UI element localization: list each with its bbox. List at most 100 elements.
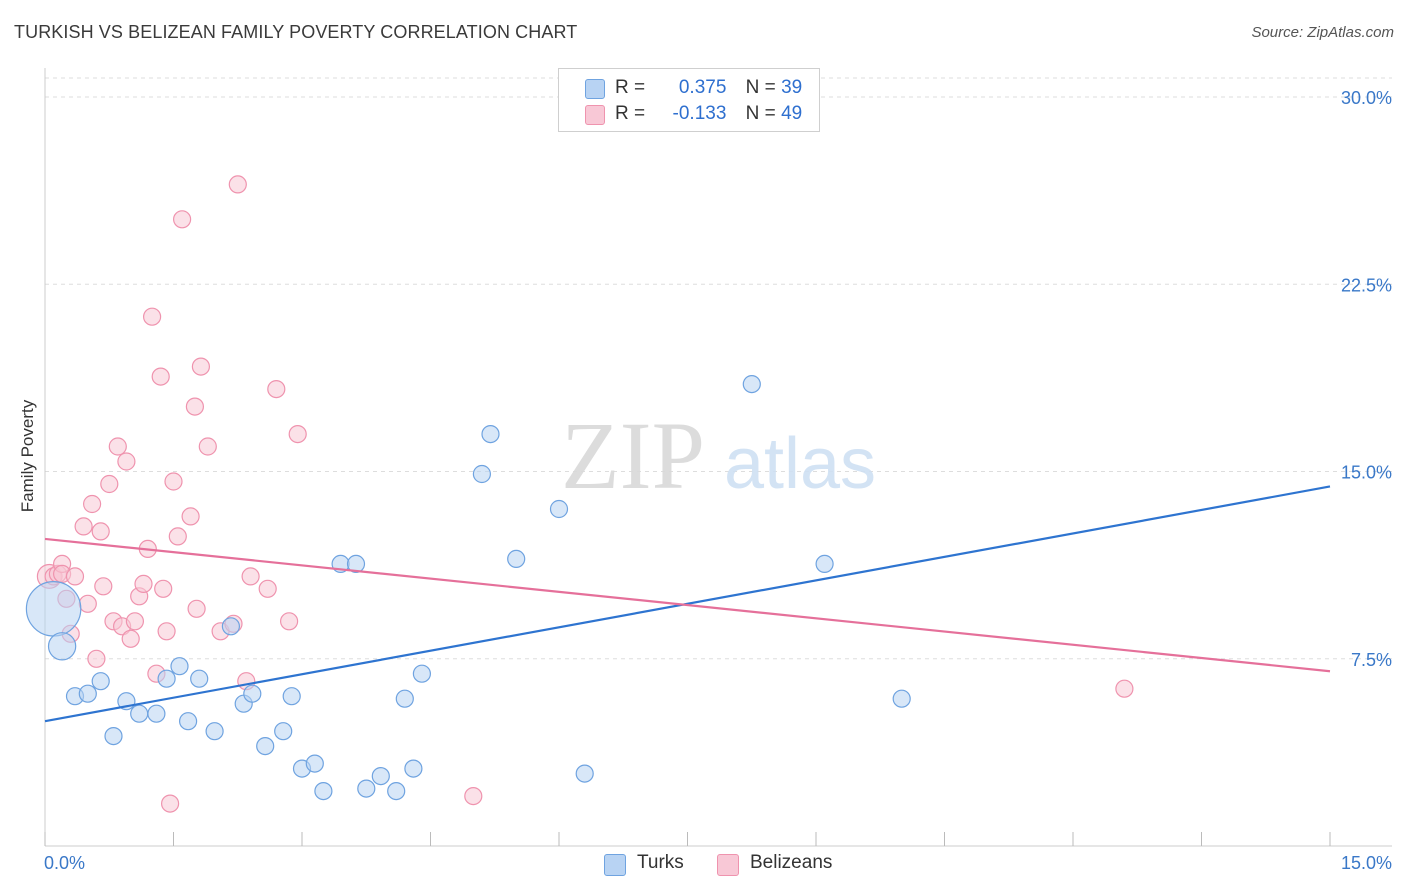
turk-point-28: [395, 689, 414, 708]
belizeans-r-value: -0.133: [672, 103, 727, 124]
turks-legend-swatch: [604, 854, 626, 876]
belizean-point-16: [108, 437, 127, 456]
turks-n-label: N =: [745, 77, 776, 98]
turk-point-5: [104, 726, 123, 746]
belizean-point-11: [87, 649, 106, 668]
belizean-point-46: [288, 425, 307, 444]
belizean-point-10: [82, 494, 102, 514]
belizean-point-44: [267, 380, 286, 399]
turks-points: [25, 375, 911, 801]
belizean-point-31: [168, 527, 187, 546]
turks-r-value: 0.375: [678, 77, 727, 98]
watermark: ZIP atlas: [561, 402, 876, 509]
turk-point-19: [274, 722, 293, 741]
turk-point-7: [130, 704, 149, 723]
y-tick-label-1: 15.0%: [1341, 463, 1392, 483]
trend-lines: [44, 485, 1331, 723]
turk-point-16: [243, 684, 262, 703]
y-tick-label-2: 22.5%: [1341, 275, 1392, 295]
stats-legend: R = 0.375 N = 39 R = -0.133 N = 49: [558, 68, 820, 132]
watermark-atlas: atlas: [724, 424, 876, 504]
belizean-trend-line: [44, 537, 1331, 673]
belizean-point-7: [65, 567, 85, 586]
belizean-point-45: [280, 612, 299, 631]
turks-legend-label: Turks: [637, 852, 684, 873]
belizeans-n-value: 49: [781, 103, 803, 124]
turk-point-29: [404, 759, 423, 778]
belizean-point-22: [134, 574, 153, 594]
turk-point-12: [190, 669, 209, 688]
axes: [44, 68, 1392, 847]
belizean-point-43: [258, 579, 277, 598]
turk-point-25: [357, 779, 376, 798]
turk-point-35: [575, 764, 594, 783]
turk-point-30: [412, 664, 431, 683]
y-tick-label-0: 7.5%: [1351, 650, 1392, 670]
turk-point-14: [221, 617, 240, 636]
belizean-point-35: [187, 599, 206, 618]
belizean-point-20: [125, 612, 144, 631]
turk-point-1: [47, 632, 77, 661]
belizean-point-8: [74, 517, 93, 536]
turk-point-21: [305, 754, 324, 773]
belizean-point-32: [173, 210, 192, 229]
belizean-point-26: [151, 367, 170, 386]
belizean-point-40: [228, 175, 247, 194]
turk-point-26: [371, 766, 390, 786]
belizean-point-13: [94, 577, 113, 596]
watermark-zip: ZIP: [561, 402, 705, 509]
x-tick-label-max: 15.0%: [1341, 853, 1392, 873]
y-tick-labels: 7.5% 15.0% 22.5% 30.0%: [1341, 88, 1392, 670]
turk-point-10: [170, 657, 189, 676]
turk-point-24: [346, 554, 366, 574]
turks-n-value: 39: [781, 77, 803, 98]
turk-point-36: [742, 375, 761, 394]
turk-point-17: [256, 736, 275, 756]
belizean-point-30: [164, 472, 183, 491]
turk-point-3: [78, 684, 97, 703]
belizean-point-33: [181, 507, 200, 526]
belizean-point-42: [241, 567, 260, 586]
belizean-point-14: [100, 474, 119, 494]
turks-r-label: R =: [615, 77, 646, 98]
belizean-point-24: [143, 307, 162, 326]
turk-point-9: [157, 669, 176, 688]
turk-point-34: [549, 499, 569, 519]
belizean-point-19: [121, 629, 140, 648]
belizean-point-29: [161, 794, 180, 813]
belizean-point-34: [185, 397, 204, 416]
belizeans-r-label: R =: [615, 103, 646, 124]
belizean-point-28: [157, 622, 176, 641]
belizeans-legend-label: Belizeans: [750, 852, 833, 873]
belizeans-swatch: [585, 105, 605, 125]
belizean-point-12: [91, 522, 110, 541]
belizean-point-48: [1115, 679, 1134, 698]
x-tick-label-min: 0.0%: [44, 853, 85, 873]
turk-point-0: [25, 580, 82, 637]
turk-point-31: [472, 464, 491, 484]
belizean-point-9: [78, 594, 97, 613]
y-tick-label-3: 30.0%: [1341, 88, 1392, 108]
turk-point-11: [179, 712, 198, 731]
turk-point-32: [481, 425, 500, 444]
turk-point-8: [147, 704, 166, 723]
belizean-point-47: [464, 786, 483, 806]
chart-title: TURKISH VS BELIZEAN FAMILY POVERTY CORRE…: [14, 22, 578, 42]
turk-point-18: [282, 687, 301, 706]
x-tick-labels: 0.0% 15.0%: [44, 853, 1392, 873]
turk-point-13: [205, 722, 224, 741]
y-axis-label: Family Poverty: [18, 399, 37, 512]
turk-point-27: [387, 781, 406, 801]
turk-point-38: [892, 689, 911, 708]
turks-swatch: [585, 79, 605, 99]
belizean-point-37: [198, 437, 217, 456]
belizean-point-36: [191, 357, 210, 376]
belizean-point-18: [117, 452, 136, 471]
turk-point-4: [91, 672, 110, 691]
belizean-point-27: [154, 579, 173, 598]
turk-trend-line: [44, 485, 1331, 723]
source-label: Source: ZipAtlas.com: [1251, 24, 1394, 41]
turk-point-37: [815, 554, 834, 574]
belizeans-legend-swatch: [717, 854, 739, 876]
